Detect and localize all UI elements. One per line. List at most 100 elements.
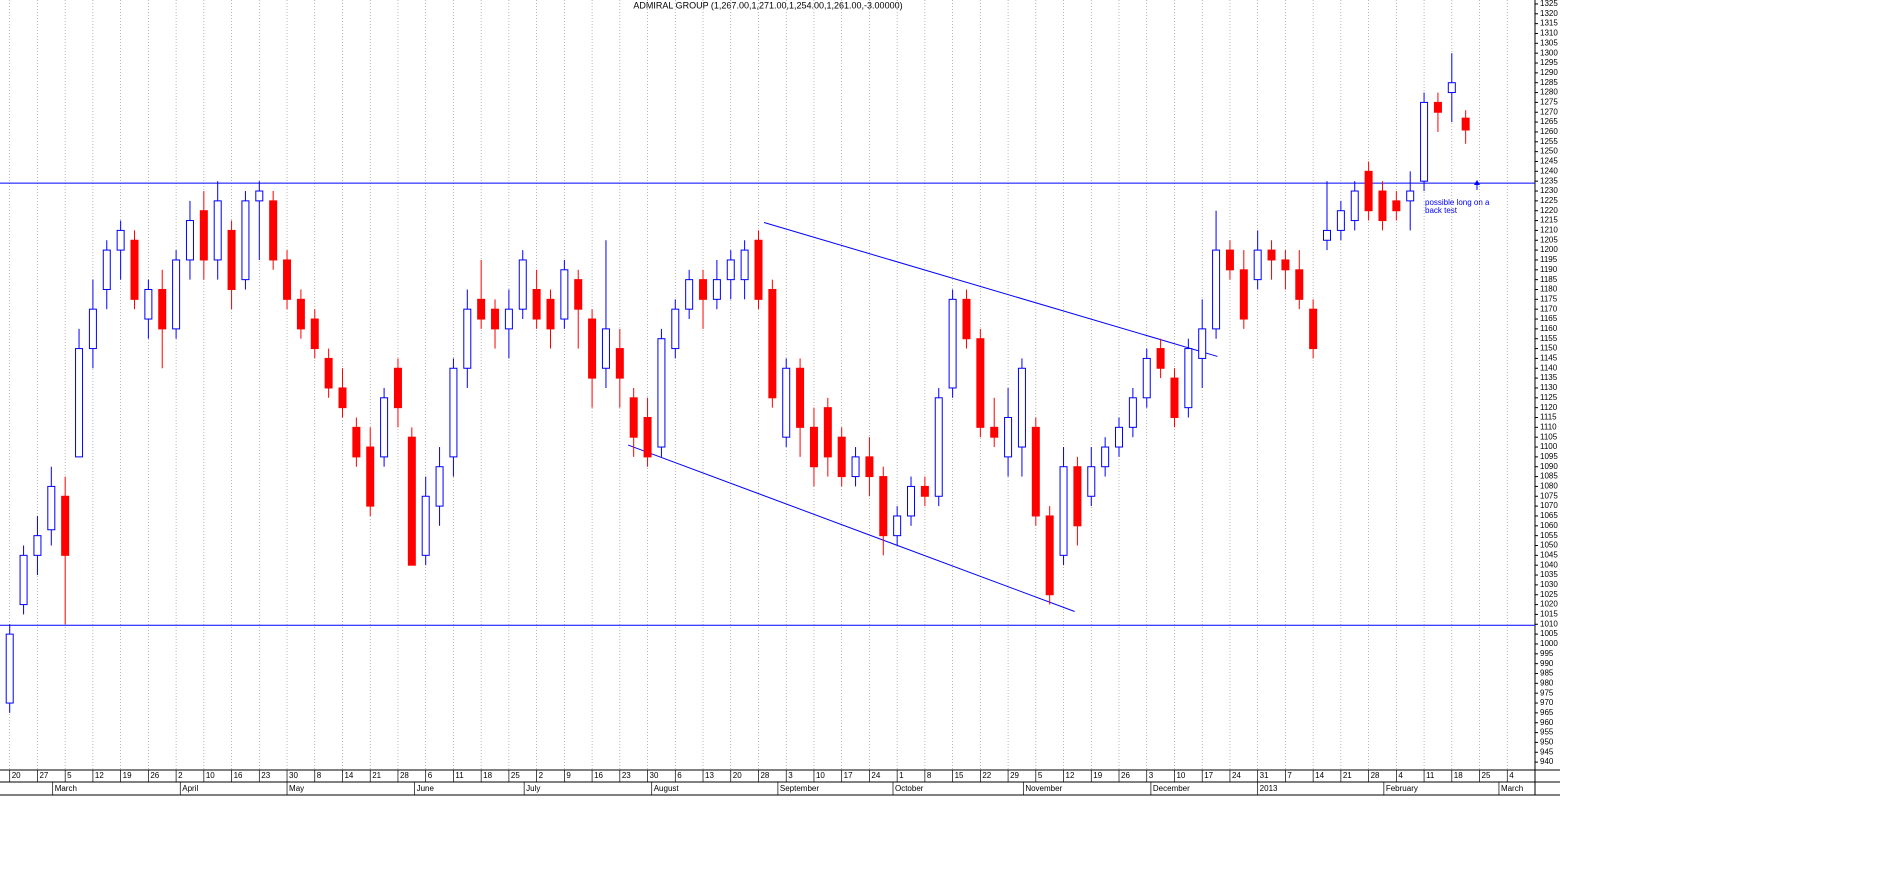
candle-body: [296, 298, 305, 330]
candle-body: [1170, 377, 1179, 418]
y-tick-label: 1120: [1540, 403, 1558, 412]
x-tick-label: 20: [12, 771, 21, 780]
month-label: December: [1153, 784, 1190, 793]
candle-body: [823, 407, 832, 458]
candle-body: [324, 357, 333, 389]
x-tick-label: 8: [317, 771, 322, 780]
annotation-arrow-head: [1474, 180, 1480, 185]
x-tick-label: 21: [372, 771, 381, 780]
x-tick-label: 6: [428, 771, 433, 780]
y-tick-label: 1015: [1540, 610, 1558, 619]
candle-body: [310, 318, 319, 350]
month-label: November: [1025, 784, 1062, 793]
y-tick-label: 1075: [1540, 491, 1558, 500]
y-tick-label: 1020: [1540, 600, 1558, 609]
month-label: March: [1501, 784, 1523, 793]
candle-body: [1115, 426, 1124, 448]
y-tick-label: 1155: [1540, 334, 1558, 343]
candle-body: [269, 200, 278, 261]
x-tick-label: 14: [344, 771, 353, 780]
y-tick-label: 1065: [1540, 511, 1558, 520]
candle-body: [1073, 466, 1082, 527]
y-tick-label: 1260: [1540, 127, 1558, 136]
candle-body: [671, 308, 680, 350]
y-tick-label: 1050: [1540, 541, 1558, 550]
y-tick-label: 1145: [1540, 354, 1558, 363]
candle-body: [213, 200, 222, 261]
candle-body: [712, 279, 721, 300]
candle-body: [879, 476, 888, 537]
x-tick-label: 20: [733, 771, 742, 780]
candle-body: [990, 426, 999, 438]
y-tick-label: 1315: [1540, 19, 1558, 28]
candle-body: [1433, 101, 1442, 113]
x-tick-label: 15: [955, 771, 964, 780]
y-tick-label: 955: [1540, 728, 1554, 737]
y-tick-label: 1245: [1540, 157, 1558, 166]
y-tick-label: 950: [1540, 738, 1554, 747]
y-tick-label: 1280: [1540, 88, 1558, 97]
candle-body: [907, 485, 916, 517]
y-tick-label: 1125: [1540, 393, 1558, 402]
y-tick-label: 1150: [1540, 344, 1558, 353]
trend-line: [763, 222, 1218, 357]
candle-body: [33, 535, 42, 556]
month-label: March: [55, 784, 77, 793]
x-tick-label: 26: [150, 771, 159, 780]
y-tick-label: 1310: [1540, 29, 1558, 38]
candle-body: [851, 456, 860, 478]
candle-body: [629, 397, 638, 438]
y-tick-label: 970: [1540, 698, 1554, 707]
y-tick-label: 1080: [1540, 482, 1558, 491]
y-tick-label: 1045: [1540, 550, 1558, 559]
candle-body: [463, 308, 472, 369]
candle-body: [934, 397, 943, 497]
candle-body: [172, 259, 181, 330]
y-tick-label: 1325: [1540, 0, 1558, 8]
candle-body: [449, 367, 458, 458]
candle-body: [477, 298, 486, 320]
y-tick-label: 1295: [1540, 58, 1558, 67]
annotation: back test: [1425, 206, 1458, 215]
x-tick-label: 12: [1066, 771, 1075, 780]
y-tick-label: 1185: [1540, 275, 1558, 284]
x-tick-label: 23: [261, 771, 270, 780]
x-tick-label: 31: [1260, 771, 1269, 780]
candle-body: [574, 279, 583, 310]
candle-body: [380, 397, 389, 458]
y-tick-label: 985: [1540, 669, 1554, 678]
y-tick-label: 995: [1540, 649, 1554, 658]
y-tick-label: 965: [1540, 708, 1554, 717]
x-tick-label: 10: [1176, 771, 1185, 780]
y-tick-label: 1180: [1540, 285, 1558, 294]
candle-body: [1225, 249, 1234, 271]
x-tick-label: 28: [400, 771, 409, 780]
y-tick-label: 1035: [1540, 570, 1558, 579]
y-tick-label: 1240: [1540, 166, 1558, 175]
candle-body: [1281, 259, 1290, 271]
candle-body: [657, 338, 666, 448]
candle-body: [685, 279, 694, 310]
candle-body: [532, 288, 541, 320]
y-tick-label: 960: [1540, 718, 1554, 727]
candle-body: [1031, 426, 1040, 517]
y-tick-label: 1010: [1540, 619, 1558, 628]
x-tick-label: 16: [234, 771, 243, 780]
candle-body: [1142, 357, 1151, 399]
y-tick-label: 1000: [1540, 639, 1558, 648]
candle-body: [948, 298, 957, 389]
candle-body: [255, 190, 264, 202]
candle-body: [61, 495, 70, 556]
candle-body: [643, 416, 652, 458]
y-tick-label: 1285: [1540, 78, 1558, 87]
y-tick-label: 980: [1540, 678, 1554, 687]
candle-body: [19, 554, 28, 606]
candle-body: [782, 367, 791, 438]
y-tick-label: 1130: [1540, 383, 1558, 392]
candle-body: [75, 348, 84, 458]
candle-body: [227, 229, 236, 290]
candle-body: [283, 259, 292, 300]
candle-body: [809, 426, 818, 468]
x-tick-label: 30: [289, 771, 298, 780]
